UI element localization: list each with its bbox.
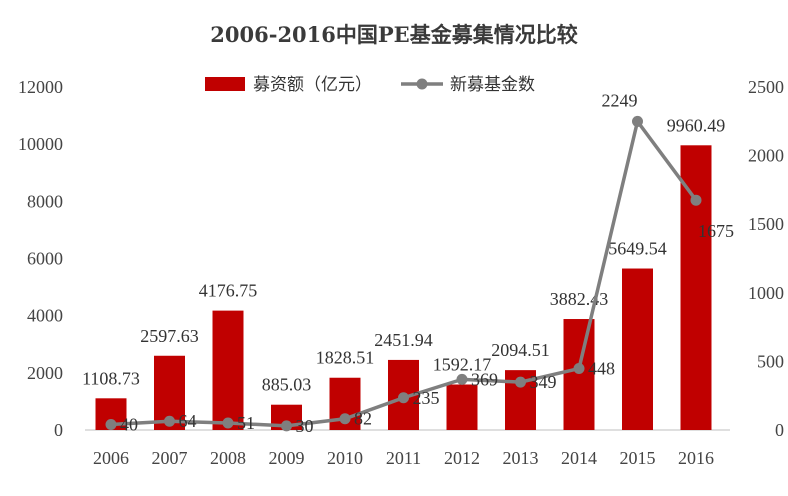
line-point: [339, 413, 351, 425]
line-data-label: 64: [179, 411, 197, 431]
line-data-label: 82: [354, 409, 372, 429]
right-tick-label: 2000: [748, 146, 784, 166]
line-series: [105, 115, 702, 432]
right-tick-label: 1500: [748, 214, 784, 234]
x-tick-label: 2006: [93, 448, 129, 468]
x-tick-label: 2007: [152, 448, 188, 468]
right-tick-label: 500: [757, 351, 784, 371]
bar-data-label: 9960.49: [667, 115, 726, 135]
bar: [212, 310, 244, 430]
bar-data-label: 3882.43: [550, 289, 609, 309]
left-axis-ticks: 0 2000 4000 6000 8000 10000 12000: [18, 77, 63, 440]
legend: 募资额（亿元） 新募基金数: [205, 75, 535, 95]
right-tick-label: 2500: [748, 77, 784, 97]
x-tick-label: 2016: [678, 448, 714, 468]
bar-data-label: 1592.17: [433, 354, 492, 374]
left-tick-label: 2000: [27, 363, 63, 383]
bar: [563, 319, 595, 430]
left-tick-label: 6000: [27, 249, 63, 269]
bar-data-label: 2451.94: [374, 330, 433, 350]
line-point: [456, 373, 468, 385]
legend-line-marker: [416, 78, 428, 90]
right-axis-ticks: 0 500 1000 1500 2000 2500: [748, 77, 784, 440]
x-tick-label: 2012: [444, 448, 480, 468]
bar-data-label: 2094.51: [491, 340, 550, 360]
bar-data-label: 4176.75: [199, 281, 258, 301]
line-point: [281, 420, 292, 432]
legend-bar-label: 募资额（亿元）: [253, 75, 372, 95]
line-data-label: 2249: [602, 90, 638, 110]
bar-data-label: 2597.63: [140, 326, 199, 346]
right-tick-label: 0: [775, 420, 784, 440]
left-tick-label: 10000: [18, 134, 63, 154]
bar: [446, 384, 478, 430]
line-point: [632, 115, 643, 127]
x-tick-label: 2010: [327, 448, 363, 468]
line-data-labels: 40 64 51 30 82 235 369 349 448 2249 1675: [120, 90, 734, 435]
right-tick-label: 1000: [748, 283, 784, 303]
bar: [680, 145, 712, 430]
left-tick-label: 12000: [18, 77, 63, 97]
line-point: [515, 376, 526, 388]
line-point: [690, 194, 702, 206]
x-tick-label: 2011: [386, 448, 421, 468]
x-tick-label: 2008: [210, 448, 246, 468]
legend-bar-swatch: [205, 77, 245, 91]
x-axis-ticks: 2006 2007 2008 2009 2010 2011 2012 2013 2014 2015…: [93, 448, 714, 468]
bar: [622, 268, 653, 430]
left-tick-label: 4000: [27, 306, 63, 326]
line-point: [398, 392, 409, 404]
line-data-label: 40: [120, 415, 138, 435]
line-data-label: 30: [296, 416, 314, 436]
x-tick-label: 2009: [269, 448, 305, 468]
x-tick-label: 2013: [503, 448, 539, 468]
bar-data-label: 1828.51: [316, 348, 375, 368]
line-data-label: 448: [588, 359, 615, 379]
line-point: [105, 419, 117, 431]
bar-data-label: 885.03: [262, 375, 312, 395]
line-point: [164, 415, 175, 427]
bar-data-label: 1108.73: [82, 368, 140, 388]
x-tick-label: 2015: [620, 448, 656, 468]
legend-line-label: 新募基金数: [450, 75, 535, 95]
x-tick-label: 2014: [561, 448, 597, 468]
bar-series: [95, 145, 712, 430]
line-point: [573, 363, 585, 375]
left-tick-label: 8000: [27, 191, 63, 211]
bar-data-label: 5649.54: [608, 239, 667, 259]
line-data-label: 1675: [698, 221, 734, 241]
left-tick-label: 0: [54, 420, 63, 440]
line-point: [222, 417, 234, 429]
line-data-label: 235: [413, 388, 440, 408]
line-data-label: 369: [471, 369, 498, 389]
line-data-label: 51: [237, 413, 255, 433]
line-data-label: 349: [530, 372, 557, 392]
bar-data-labels: 1108.73 2597.63 4176.75 885.031828.512451.9…: [82, 115, 725, 394]
chart-title: 2006-2016中国PE基金募集情况比较: [210, 22, 577, 47]
